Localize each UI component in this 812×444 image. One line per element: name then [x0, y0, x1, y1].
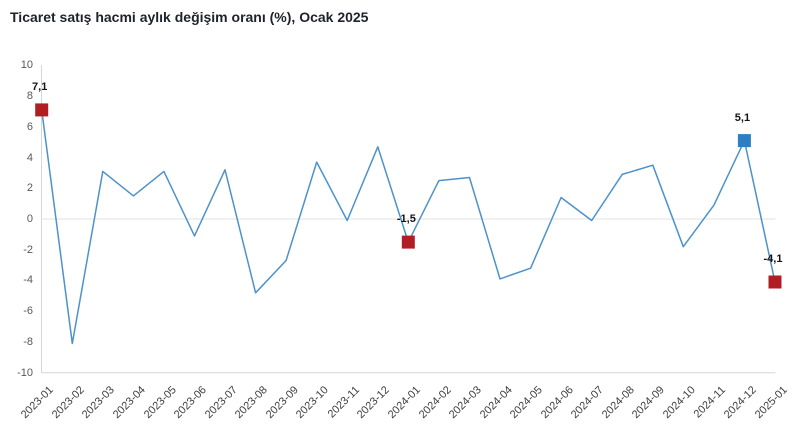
- chart-title: Ticaret satış hacmi aylık değişim oranı …: [10, 9, 369, 25]
- y-tick-label: 6: [26, 120, 33, 133]
- data-point-value-label: -1,5: [396, 213, 416, 226]
- y-tick-label: 8: [26, 90, 33, 103]
- y-tick-label: -8: [23, 335, 33, 348]
- y-tick-label: 0: [26, 213, 33, 225]
- y-tick-label: 2: [26, 182, 33, 195]
- y-tick-label: -10: [17, 366, 33, 379]
- y-tick-label: -2: [23, 243, 33, 256]
- data-point-marker: [35, 103, 49, 117]
- trend-line: [40, 109, 776, 345]
- y-tick-label: -6: [23, 305, 33, 318]
- y-tick-label: 4: [26, 151, 33, 164]
- y-tick-label: -4: [23, 274, 33, 287]
- data-point-value-label: 7,1: [32, 80, 48, 93]
- data-point-marker: [768, 275, 782, 289]
- data-point-value-label: -4,1: [763, 253, 783, 265]
- y-tick-label: 10: [20, 59, 33, 72]
- data-point-marker: [401, 235, 415, 249]
- data-point-value-label: 5,1: [734, 111, 751, 124]
- data-point-marker: [737, 134, 751, 148]
